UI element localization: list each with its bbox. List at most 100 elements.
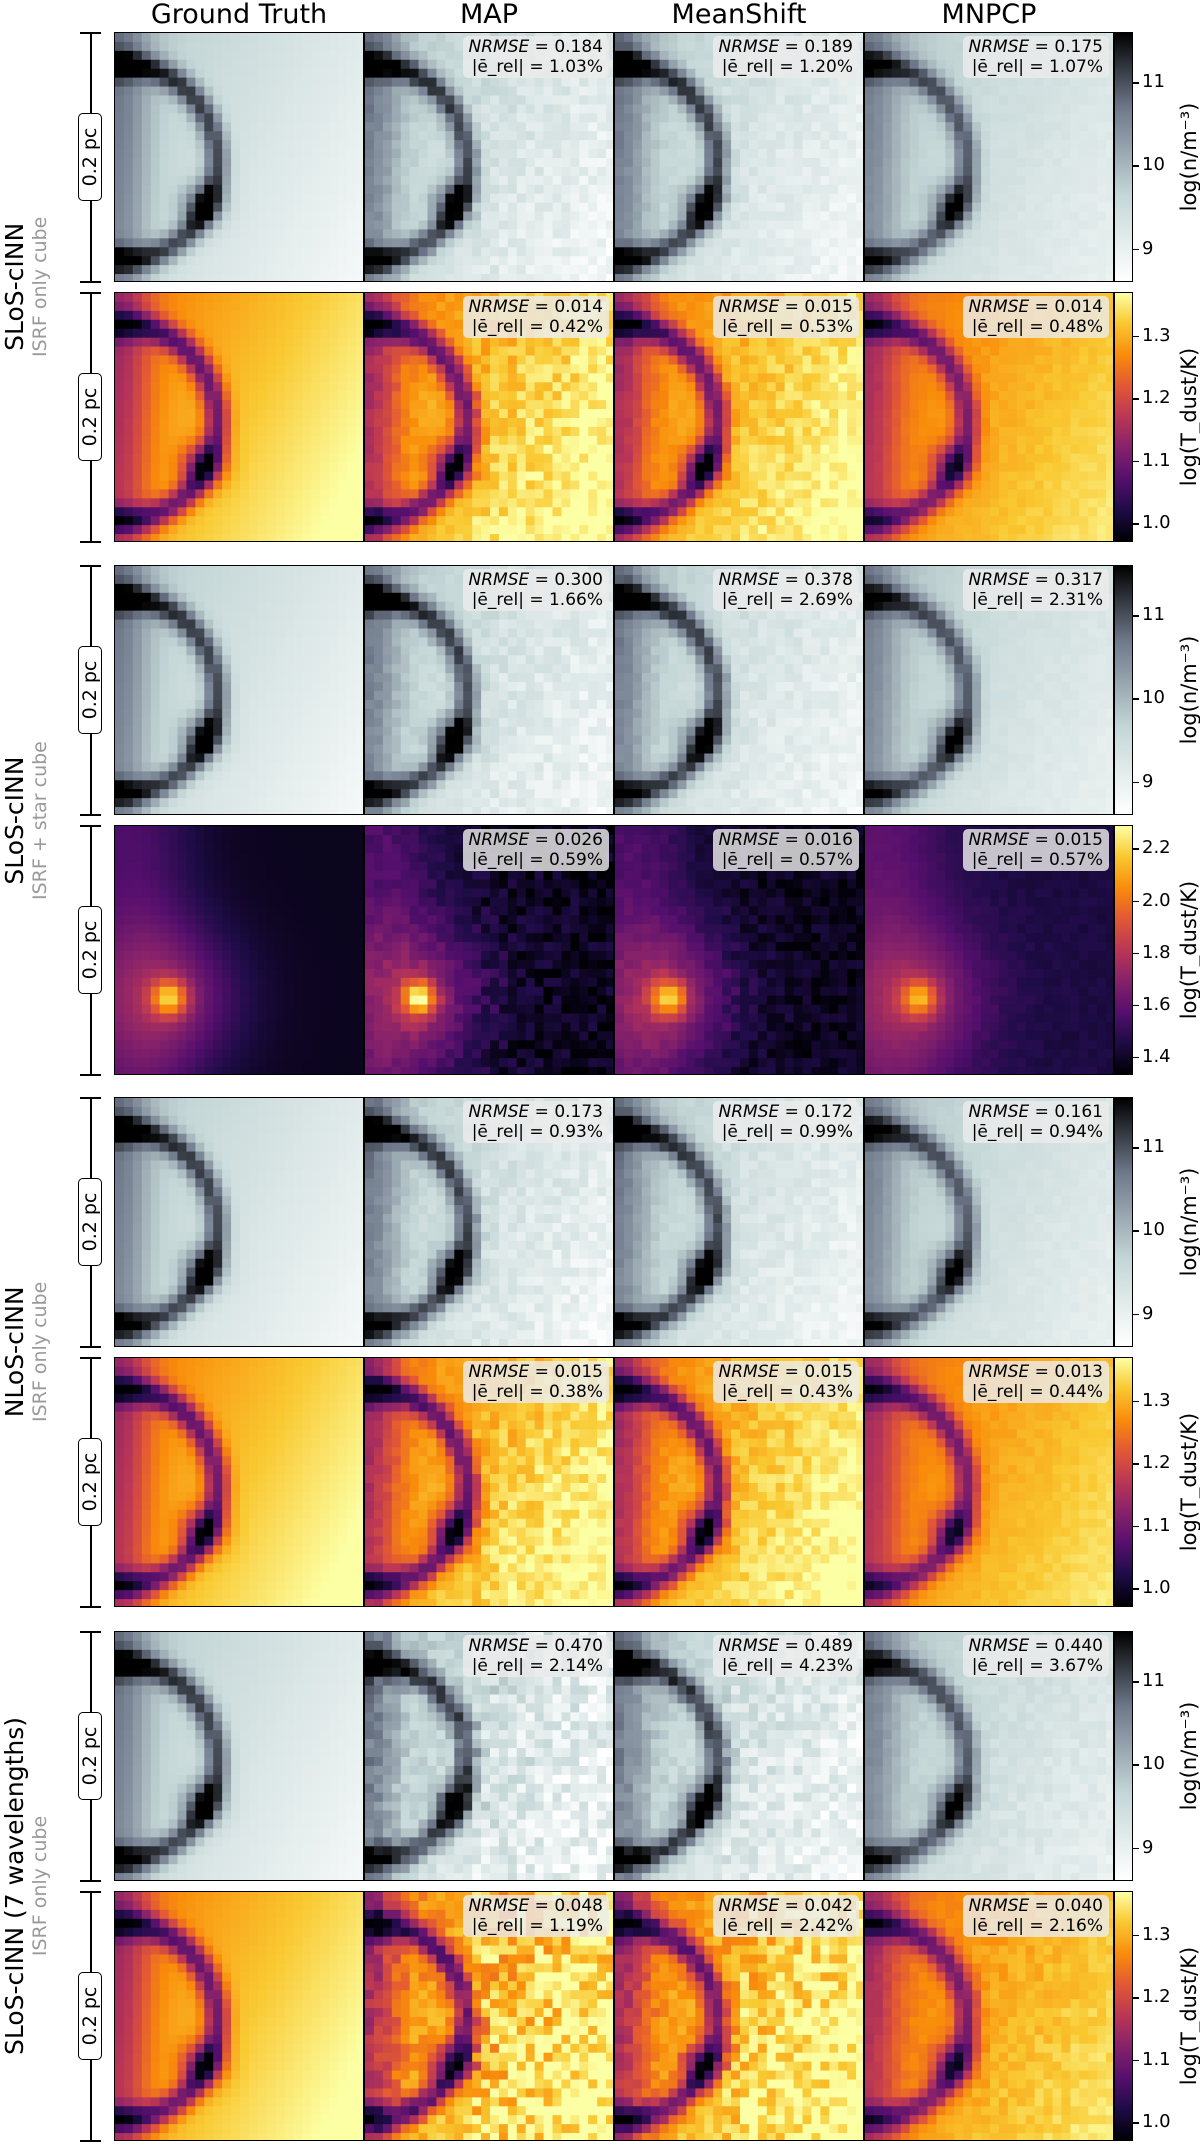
map-pixel <box>463 175 473 186</box>
map-pixel <box>963 158 973 168</box>
map-pixel <box>168 400 178 410</box>
map-pixel <box>543 193 553 204</box>
map-pixel <box>266 364 277 374</box>
map-pixel <box>775 265 786 275</box>
map-pixel <box>409 274 420 281</box>
map-pixel <box>302 337 312 348</box>
map-pixel <box>275 229 286 239</box>
map-pixel <box>445 373 455 383</box>
map-pixel <box>570 131 580 141</box>
map-pixel <box>427 220 437 230</box>
map-pixel <box>757 86 768 96</box>
map-pixel <box>427 480 437 490</box>
map-pixel <box>722 113 732 123</box>
map-pixel <box>418 131 428 141</box>
scale-bar-label: 0.2 pc <box>78 373 102 461</box>
map-pixel <box>731 175 741 186</box>
map-pixel <box>615 310 625 321</box>
map-pixel <box>177 453 187 464</box>
map-pixel <box>507 418 518 428</box>
map-pixel <box>1043 238 1053 248</box>
map-pixel <box>213 400 223 410</box>
map-pixel <box>248 444 259 455</box>
map-pixel <box>302 140 312 150</box>
map-pixel <box>311 400 321 410</box>
map-pixel <box>231 104 241 114</box>
map-pixel <box>570 444 580 455</box>
map-pixel <box>445 525 455 535</box>
map-pixel <box>284 220 295 230</box>
map-pixel <box>231 247 241 257</box>
map-pixel <box>302 238 312 248</box>
map-pixel <box>784 193 795 204</box>
map-pixel <box>820 355 830 365</box>
map-pixel <box>141 104 152 114</box>
map-pixel <box>570 480 580 490</box>
map-pixel <box>204 382 214 392</box>
map-pixel <box>704 265 714 275</box>
map-pixel <box>454 373 464 383</box>
map-pixel <box>293 122 303 132</box>
map-pixel <box>418 41 428 52</box>
map-pixel <box>606 59 613 70</box>
map-pixel <box>454 193 464 204</box>
map-pixel <box>757 337 768 348</box>
map-pixel <box>722 175 732 186</box>
map-pixel <box>543 166 553 177</box>
map-pixel <box>1079 140 1089 150</box>
map-pixel <box>1034 202 1045 213</box>
map-pixel <box>936 193 946 204</box>
map-pixel <box>365 373 375 383</box>
map-pixel <box>427 534 437 541</box>
map-pixel <box>436 247 446 257</box>
map-pixel <box>552 265 562 275</box>
map-pixel <box>927 202 937 213</box>
map-pixel <box>204 274 214 281</box>
map-pixel <box>766 238 777 248</box>
map-pixel <box>311 418 321 428</box>
map-pixel <box>543 498 553 508</box>
map-pixel <box>338 50 348 61</box>
map-pixel <box>436 453 446 464</box>
map-pixel <box>766 122 777 132</box>
map-pixel <box>606 140 613 150</box>
map-pixel <box>302 364 312 374</box>
map-pixel <box>240 391 250 401</box>
map-pixel <box>293 480 303 490</box>
map-pixel <box>356 122 363 132</box>
map-pixel <box>820 86 830 96</box>
map-pixel <box>748 158 759 168</box>
map-pixel <box>195 346 205 356</box>
map-pixel <box>436 444 446 455</box>
map-pixel <box>1097 166 1107 177</box>
map-pixel <box>856 184 863 195</box>
map-pixel <box>659 50 670 61</box>
map-pixel <box>811 140 821 150</box>
map-pixel <box>240 337 250 348</box>
map-pixel <box>856 238 863 248</box>
map-pixel <box>936 229 946 239</box>
map-pixel <box>847 113 857 123</box>
map-pixel <box>186 391 196 401</box>
map-pixel <box>391 274 402 281</box>
map-pixel <box>918 265 928 275</box>
map-pixel <box>213 256 223 266</box>
map-pixel <box>400 131 411 141</box>
map-pixel <box>159 50 170 61</box>
map-pixel <box>1043 104 1053 114</box>
map-pixel <box>516 104 527 114</box>
map-pixel <box>248 534 259 541</box>
map-pixel <box>972 184 982 195</box>
map-pixel <box>302 95 312 105</box>
map-pixel <box>347 525 357 535</box>
map-pixel <box>213 113 223 123</box>
map-pixel <box>159 220 170 230</box>
map-pixel <box>579 131 589 141</box>
map-pixel <box>293 149 303 159</box>
map-pixel <box>606 525 613 535</box>
map-pixel <box>731 86 741 96</box>
map-pixel <box>606 229 613 239</box>
map-pixel <box>248 301 259 312</box>
map-pixel <box>659 265 670 275</box>
map-pixel <box>436 113 446 123</box>
